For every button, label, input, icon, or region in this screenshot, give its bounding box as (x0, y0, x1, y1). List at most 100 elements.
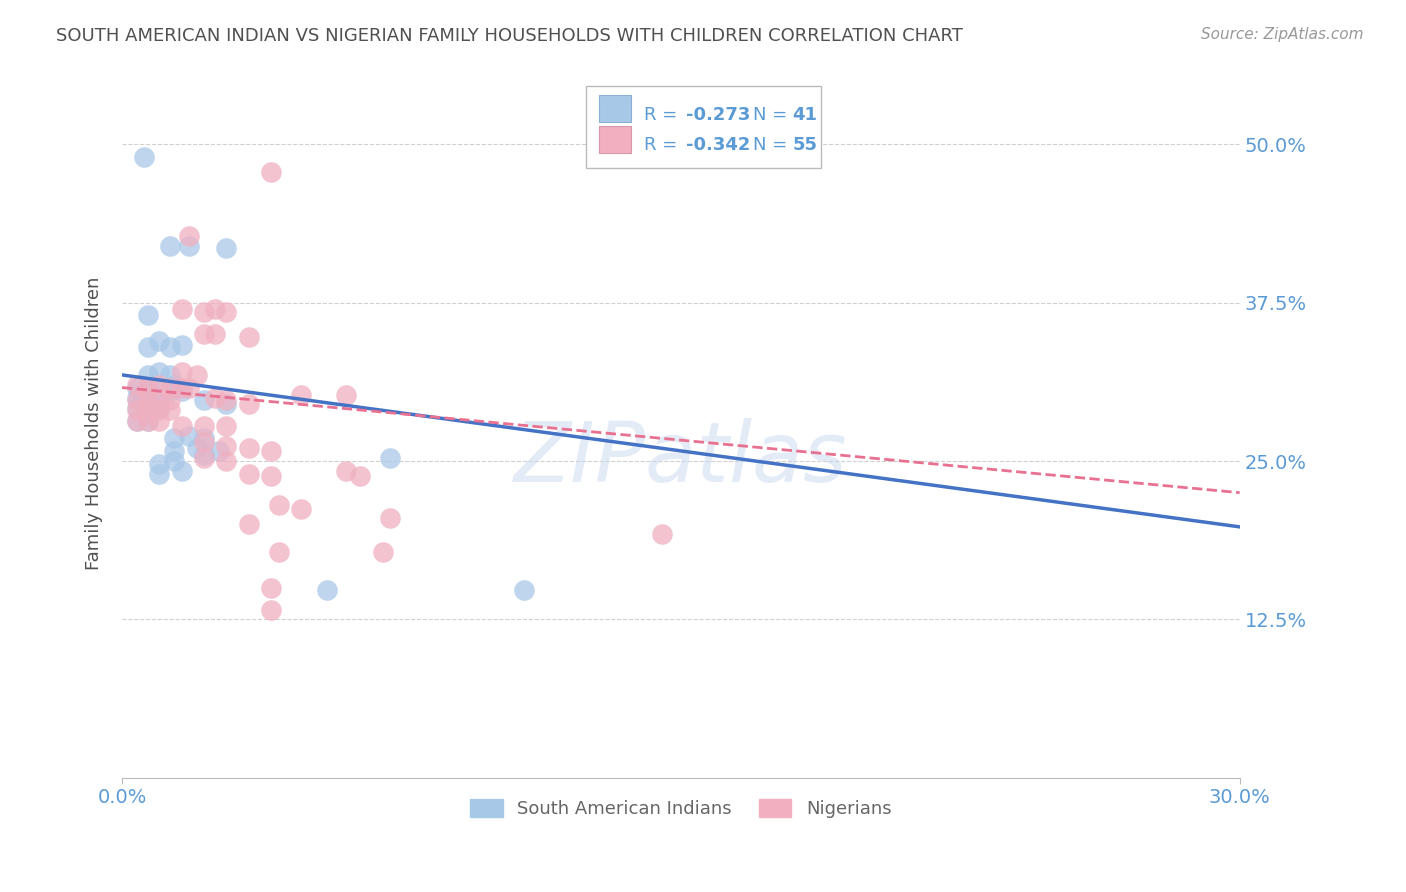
Y-axis label: Family Households with Children: Family Households with Children (86, 277, 103, 570)
Point (177, 428, 200, 442)
Point (215, 397, 238, 411)
Point (170, 337, 193, 351)
Point (260, 165, 283, 179)
Point (215, 304, 238, 318)
Point (215, 454, 238, 468)
Point (371, 545, 394, 559)
Text: N =: N = (754, 136, 793, 154)
Point (159, 393, 181, 408)
Point (125, 413, 148, 427)
Point (170, 418, 193, 433)
Point (136, 403, 159, 417)
Point (159, 384, 181, 399)
Point (349, 469, 371, 483)
Point (125, 413, 148, 427)
Point (238, 397, 260, 411)
Point (148, 365, 170, 379)
Point (159, 239, 181, 253)
Point (186, 442, 208, 456)
Point (134, 150, 156, 164)
Point (125, 393, 148, 408)
Point (163, 431, 186, 445)
Point (159, 403, 181, 417)
Point (260, 581, 283, 595)
Point (177, 228, 200, 243)
Point (186, 368, 208, 382)
Point (215, 418, 238, 433)
Point (208, 443, 231, 458)
Text: -0.273: -0.273 (686, 105, 751, 124)
Point (163, 378, 186, 392)
Point (148, 334, 170, 348)
Point (238, 330, 260, 344)
Point (159, 381, 181, 395)
Point (193, 304, 215, 318)
Point (136, 393, 159, 408)
Point (238, 517, 260, 532)
Point (170, 365, 193, 379)
FancyBboxPatch shape (586, 87, 821, 168)
Point (204, 327, 226, 342)
Point (148, 457, 170, 471)
Point (316, 583, 339, 598)
Point (148, 413, 170, 427)
Point (163, 454, 186, 468)
Point (193, 435, 215, 450)
Point (651, 527, 673, 541)
Text: 41: 41 (793, 105, 818, 124)
Point (215, 393, 238, 408)
Point (215, 439, 238, 453)
Point (260, 603, 283, 617)
Point (290, 502, 312, 516)
Point (170, 381, 193, 395)
Legend: South American Indians, Nigerians: South American Indians, Nigerians (463, 791, 898, 825)
Point (148, 403, 170, 417)
Text: SOUTH AMERICAN INDIAN VS NIGERIAN FAMILY HOUSEHOLDS WITH CHILDREN CORRELATION CH: SOUTH AMERICAN INDIAN VS NIGERIAN FAMILY… (56, 27, 963, 45)
Point (163, 443, 186, 458)
Point (215, 241, 238, 255)
Point (267, 545, 290, 559)
Point (125, 401, 148, 415)
Text: ZIPatlas: ZIPatlas (515, 418, 848, 499)
Point (148, 381, 170, 395)
Point (148, 393, 170, 408)
Point (136, 368, 159, 382)
Text: -0.342: -0.342 (686, 136, 751, 154)
Point (159, 340, 181, 354)
Text: 55: 55 (793, 136, 818, 154)
Point (136, 413, 159, 427)
Point (148, 401, 170, 415)
Point (177, 381, 200, 395)
Point (193, 448, 215, 462)
Point (193, 451, 215, 466)
Point (125, 391, 148, 405)
Point (260, 469, 283, 483)
Point (125, 378, 148, 392)
Point (193, 327, 215, 342)
Point (513, 583, 536, 598)
Point (148, 467, 170, 481)
Point (290, 388, 312, 402)
Point (238, 467, 260, 481)
Point (136, 381, 159, 395)
Point (125, 381, 148, 395)
Point (380, 511, 402, 525)
Point (136, 309, 159, 323)
FancyBboxPatch shape (599, 126, 630, 153)
Point (193, 418, 215, 433)
Point (204, 302, 226, 317)
Point (170, 384, 193, 399)
Point (136, 403, 159, 417)
Point (148, 391, 170, 405)
Point (177, 239, 200, 253)
Point (260, 443, 283, 458)
Text: N =: N = (754, 105, 793, 124)
Point (193, 393, 215, 408)
Point (238, 442, 260, 456)
Point (267, 499, 290, 513)
Text: Source: ZipAtlas.com: Source: ZipAtlas.com (1201, 27, 1364, 42)
Point (380, 451, 402, 466)
Point (335, 464, 357, 478)
Point (335, 388, 357, 402)
Point (159, 368, 181, 382)
